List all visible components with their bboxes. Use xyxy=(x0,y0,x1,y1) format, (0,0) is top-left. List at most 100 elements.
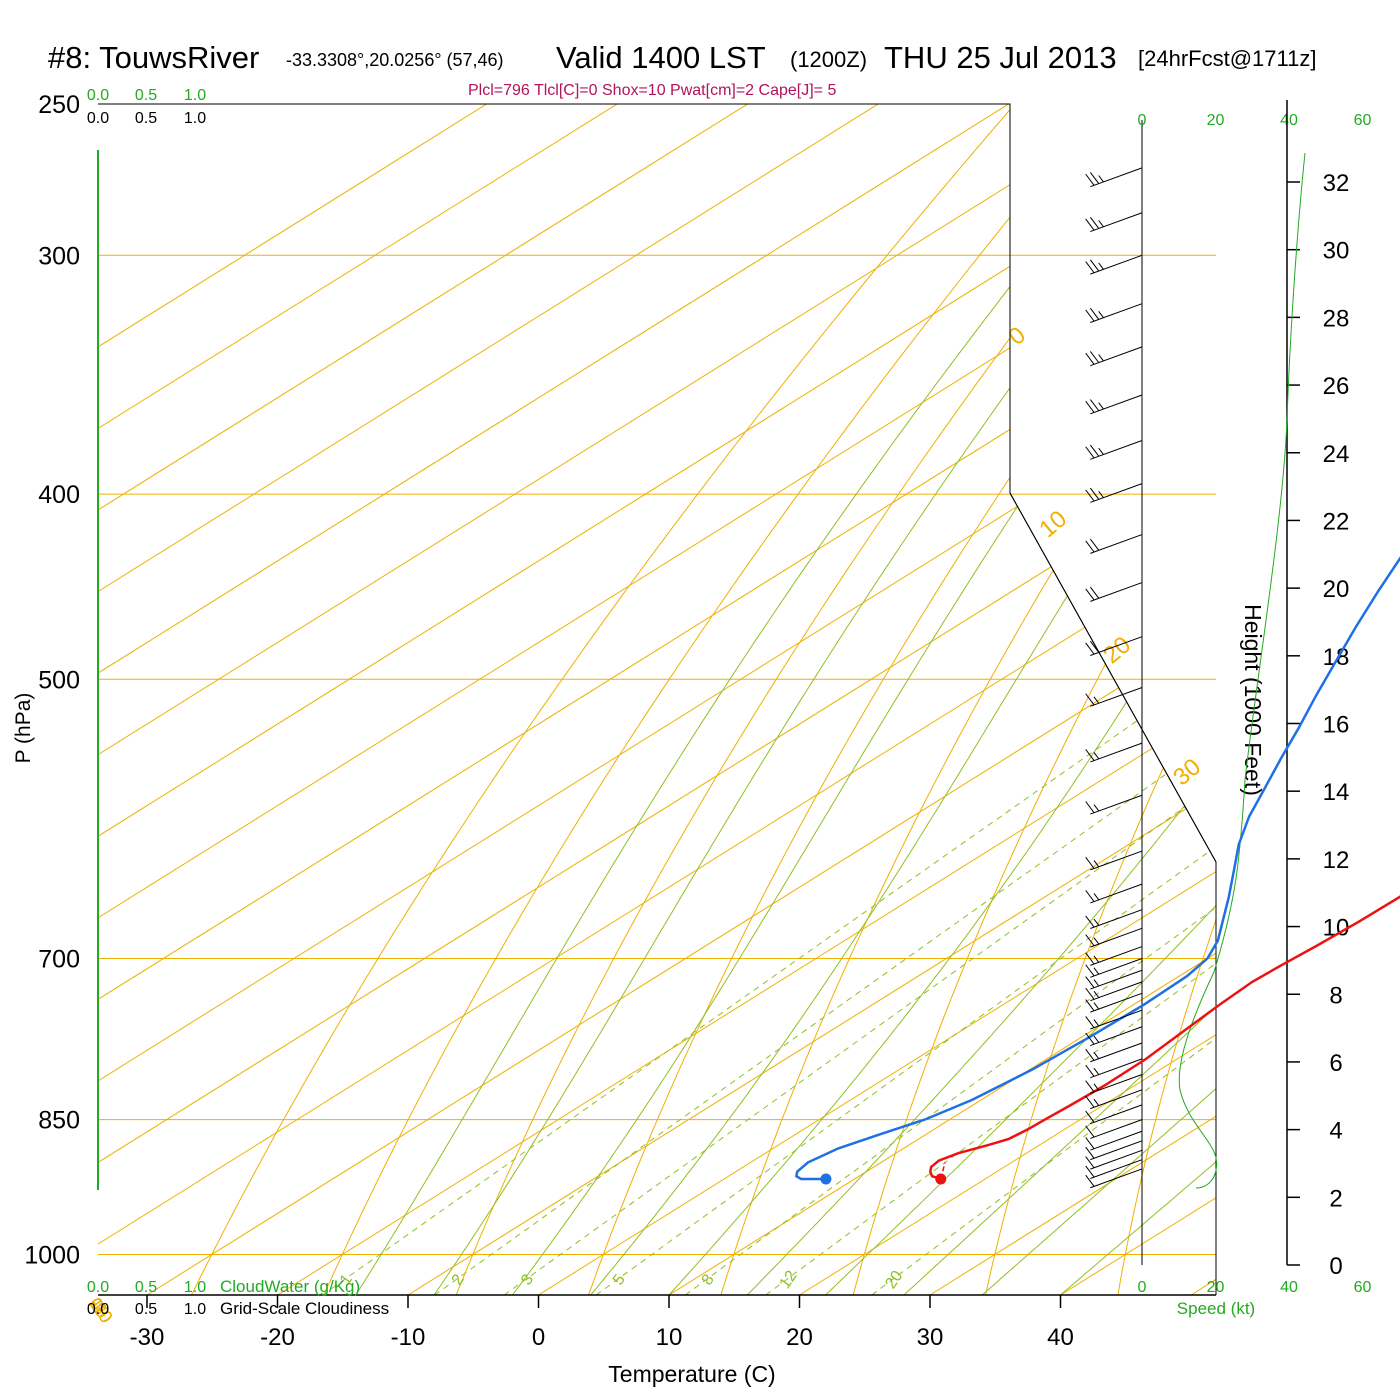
height-axis-title: Height (1000 Feet) xyxy=(1240,604,1266,796)
wind-barb xyxy=(1085,1104,1143,1125)
wind-barb-feather xyxy=(1093,804,1100,812)
cloud-scale-label: 1.0 xyxy=(184,1279,206,1296)
wind-barb xyxy=(1085,1026,1143,1047)
mixing-ratio-line xyxy=(685,493,1216,1295)
wind-barb-feather xyxy=(1093,918,1100,926)
x-tick-label: 40 xyxy=(1047,1324,1074,1351)
height-tick-label: 24 xyxy=(1323,441,1350,468)
moist-adiabat-line xyxy=(668,104,1216,1295)
wind-barbs xyxy=(1085,167,1143,1189)
height-tick-label: 30 xyxy=(1323,238,1350,265)
wind-barb-feather xyxy=(1093,860,1100,868)
wind-barb-feather xyxy=(1093,1019,1100,1027)
wind-barb xyxy=(1085,946,1143,966)
wind-barb xyxy=(1085,1130,1143,1151)
wind-barb xyxy=(1085,1089,1143,1110)
wind-barb-feather xyxy=(1085,890,1095,902)
x-tick-label: 20 xyxy=(786,1324,813,1351)
isotherm-label: 10 xyxy=(1034,505,1072,543)
wind-barb-staff xyxy=(1090,742,1143,763)
moist-adiabat-line xyxy=(512,104,1216,1295)
cloud-scale-label: 1.0 xyxy=(184,87,206,104)
wind-barb-staff xyxy=(1090,254,1143,275)
dry-adiabat-line xyxy=(983,104,1216,1295)
speed-tick-label: 0 xyxy=(1138,112,1147,129)
cloud-scale-label: 0.0 xyxy=(87,1279,109,1296)
height-tick-label: 2 xyxy=(1329,1185,1342,1212)
wind-barb-staff xyxy=(1090,394,1143,415)
wind-barb-feather xyxy=(1085,446,1095,459)
wind-barb-staff xyxy=(1090,1009,1143,1030)
dewpoint-line xyxy=(795,556,1400,1181)
wind-barb-staff xyxy=(1090,582,1143,602)
x-tick-label: -30 xyxy=(130,1324,165,1351)
isotherm-line xyxy=(799,104,1216,1295)
wind-barb-feather xyxy=(1085,1032,1095,1045)
wind-barb-feather xyxy=(1085,1095,1095,1108)
wind-barb-staff xyxy=(1090,534,1143,554)
wind-barb-feather xyxy=(1093,1052,1100,1060)
mixing-ratio-line xyxy=(871,493,1216,1295)
mixing-ratio-label: 12 xyxy=(776,1268,800,1292)
wind-barb-feather xyxy=(1093,1035,1100,1043)
wind-barb-feather xyxy=(1085,309,1095,322)
isotherm-line xyxy=(98,104,1216,1295)
wind-barb-feather xyxy=(1085,1137,1095,1150)
cloud-scale-label: 1.0 xyxy=(184,110,206,127)
x-axis-title: Temperature (C) xyxy=(608,1361,775,1387)
speed-tick-label: 20 xyxy=(1207,1279,1225,1296)
height-tick-label: 28 xyxy=(1323,305,1350,332)
wind-barb-feather xyxy=(1093,1067,1100,1075)
isotherm-line xyxy=(98,104,1216,1295)
mixing-ratio-label: 5 xyxy=(610,1271,629,1288)
wind-barb-staff xyxy=(1090,440,1143,460)
pressure-label: 850 xyxy=(38,1107,80,1135)
wind-barb xyxy=(1085,534,1143,554)
wind-barb-feather xyxy=(1085,540,1095,553)
wind-barb xyxy=(1085,167,1143,188)
cloud-scale-label: 0.5 xyxy=(135,110,157,127)
wind-barb-staff xyxy=(1090,1104,1143,1125)
isotherm-line xyxy=(98,104,598,1295)
wind-barb-staff xyxy=(1090,1168,1143,1189)
wind-barb xyxy=(1085,687,1143,707)
wind-barb-feather xyxy=(1093,979,1100,987)
height-tick-label: 20 xyxy=(1323,576,1350,603)
wind-barb-staff xyxy=(1090,927,1143,948)
wind-barb-staff xyxy=(1090,636,1143,656)
wind-barb-staff xyxy=(1090,1026,1143,1047)
wind-barb-feather xyxy=(1085,588,1095,601)
height-tick-label: 26 xyxy=(1323,373,1350,400)
wind-barb xyxy=(1085,1119,1143,1139)
wind-barb-feather xyxy=(1093,990,1100,998)
station-coords: -33.3308°,20.0256° (57,46) xyxy=(286,50,504,70)
dry-adiabat-line xyxy=(585,104,1216,1295)
wind-barb-feather xyxy=(1098,262,1104,270)
wind-barb xyxy=(1085,1074,1143,1094)
wind-barb-feather xyxy=(1098,354,1104,362)
surface-temperature-dot xyxy=(935,1173,947,1185)
wind-barb-staff xyxy=(1090,687,1143,707)
background-lines xyxy=(98,104,1216,1295)
height-tick-label: 22 xyxy=(1323,508,1350,535)
isotherm-line xyxy=(668,104,1216,1295)
cloud-scale-label: 0.0 xyxy=(87,110,109,127)
wind-barb-feather xyxy=(1089,487,1100,500)
wind-barb-feather xyxy=(1085,801,1095,813)
pressure-label: 1000 xyxy=(24,1242,80,1270)
wind-barb-feather xyxy=(1085,1064,1095,1077)
isotherm-line xyxy=(98,104,1216,1295)
wind-barb xyxy=(1085,1058,1143,1079)
cloud-scale-label: 0.0 xyxy=(87,1301,109,1318)
wind-barb-feather xyxy=(1085,173,1095,186)
valid-date: THU 25 Jul 2013 xyxy=(884,40,1117,75)
wind-barb xyxy=(1085,992,1143,1013)
wind-barb-feather xyxy=(1085,352,1095,365)
moist-adiabat-line xyxy=(355,104,1214,1295)
wind-barb-feather xyxy=(1089,586,1100,599)
x-tick-label: -20 xyxy=(260,1324,295,1351)
wind-barb-feather xyxy=(1085,1080,1095,1093)
wind-barb xyxy=(1085,1009,1143,1030)
wind-barb-feather xyxy=(1085,1146,1095,1159)
